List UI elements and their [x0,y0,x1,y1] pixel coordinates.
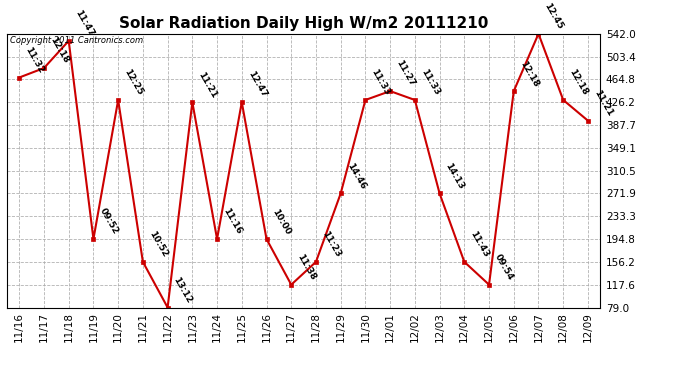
Text: 10:52: 10:52 [147,230,169,259]
Text: 14:46: 14:46 [345,161,367,190]
Title: Solar Radiation Daily High W/m2 20111210: Solar Radiation Daily High W/m2 20111210 [119,16,489,31]
Text: Copyright 2011 Cantronics.com: Copyright 2011 Cantronics.com [10,36,143,45]
Text: 11:43: 11:43 [469,230,491,259]
Text: 10:00: 10:00 [270,207,293,236]
Text: 11:27: 11:27 [394,59,417,88]
Text: 11:33: 11:33 [370,68,392,97]
Text: 11:38: 11:38 [295,253,317,282]
Text: 11:23: 11:23 [320,230,342,259]
Text: 13:12: 13:12 [172,275,194,305]
Text: 09:54: 09:54 [493,252,515,282]
Text: 11:21: 11:21 [592,88,614,118]
Text: 14:13: 14:13 [444,161,466,190]
Text: 11:33: 11:33 [419,68,441,97]
Text: 11:47: 11:47 [73,9,95,38]
Text: 12:47: 12:47 [246,70,268,99]
Text: 12:25: 12:25 [122,68,144,97]
Text: 12:18: 12:18 [567,68,589,97]
Text: 12:18: 12:18 [518,59,540,88]
Text: 12:18: 12:18 [48,36,70,65]
Text: 11:32: 11:32 [23,45,46,75]
Text: 12:45: 12:45 [542,2,565,31]
Text: 11:21: 11:21 [197,70,219,99]
Text: 11:16: 11:16 [221,207,244,236]
Text: 09:52: 09:52 [97,207,119,236]
